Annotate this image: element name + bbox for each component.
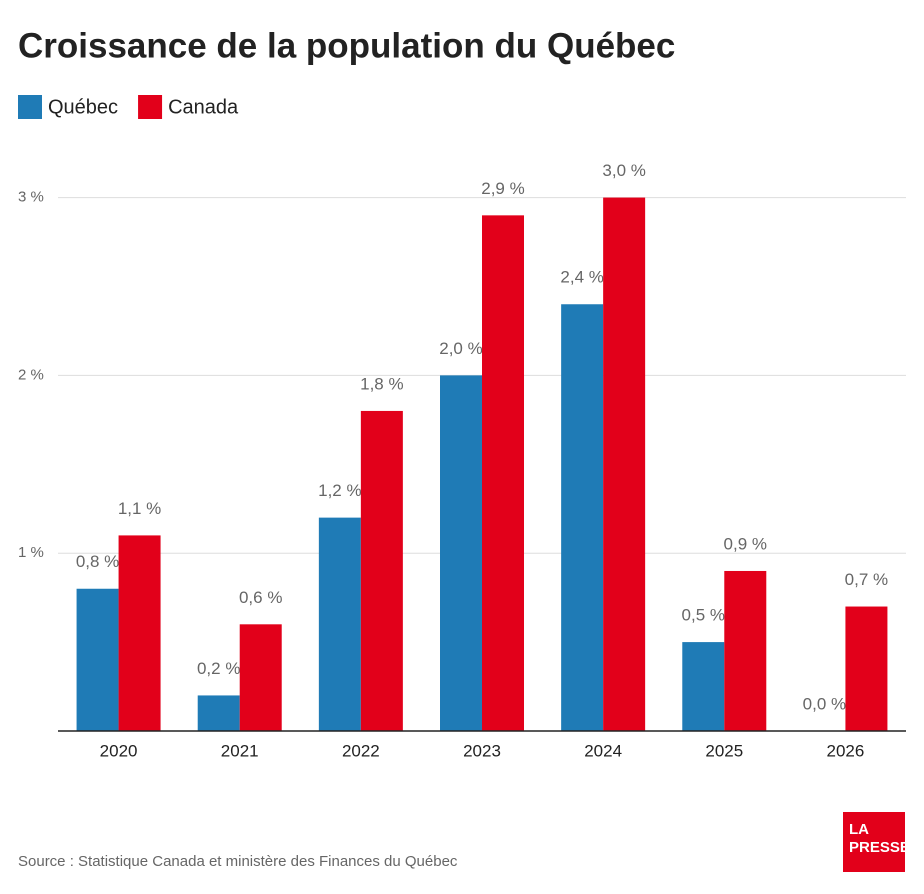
x-tick-label: 2023 [463,741,501,760]
x-tick-label: 2022 [342,741,380,760]
bar [682,642,725,731]
x-tick-label: 2020 [100,741,138,760]
y-tick-label: 1 % [18,544,44,561]
bar [118,535,161,731]
value-label: 2,0 % [439,339,482,358]
source: Source : Statistique Canada et ministère… [18,853,458,870]
bar [197,695,240,731]
bar [76,588,119,731]
bar [239,624,282,731]
value-label: 0,2 % [197,659,240,678]
legend-swatch [18,95,42,119]
bar [603,197,646,731]
bar [724,570,767,731]
value-label: 1,8 % [360,374,403,393]
legend-swatch [138,95,163,119]
x-tick-label: 2024 [584,741,622,760]
x-tick-label: 2026 [827,741,865,760]
bar [482,215,524,731]
value-label: 2,4 % [560,268,603,287]
legend-label: Québec [48,96,118,118]
value-label: 3,0 % [602,161,645,180]
y-tick-label: 2 % [18,366,44,383]
value-label: 0,0 % [803,694,846,713]
bar [561,304,604,731]
logo-text: PRESSE [849,839,910,856]
value-label: 0,9 % [724,534,767,553]
legend-label: Canada [168,96,239,118]
x-tick-label: 2021 [221,741,259,760]
bar [440,375,482,731]
chart-title: Croissance de la population du Québec [18,26,675,65]
value-label: 1,1 % [118,499,161,518]
y-tick-label: 3 % [18,189,44,206]
logo [843,812,905,872]
bar [845,606,888,731]
value-label: 1,2 % [318,481,361,500]
value-label: 0,8 % [76,552,119,571]
value-label: 2,9 % [481,179,524,198]
logo-text: LA [849,821,869,838]
value-label: 0,7 % [845,570,888,589]
value-label: 0,6 % [239,588,282,607]
x-tick-label: 2025 [705,741,743,760]
bar [318,517,361,731]
bar [360,410,403,731]
value-label: 0,5 % [682,606,725,625]
